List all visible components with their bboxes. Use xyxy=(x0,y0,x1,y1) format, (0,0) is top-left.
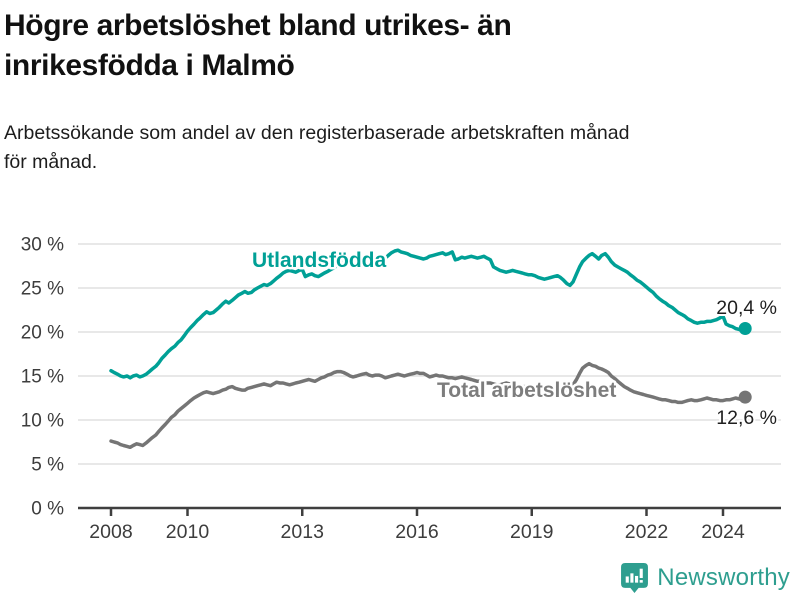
y-tick-label: 0 % xyxy=(31,499,64,520)
x-tick-label: 2008 xyxy=(89,521,132,543)
series-end-dot-utlandsfodda xyxy=(738,322,752,335)
end-value-label-utlandsfodda: 20,4 % xyxy=(716,297,777,319)
footer-brand: Newsworthy xyxy=(621,563,790,593)
x-tick-label: 2024 xyxy=(701,521,745,543)
y-tick-label: 15 % xyxy=(21,367,64,388)
series-label-total: Total arbetslöshet xyxy=(437,379,616,402)
y-tick-label: 10 % xyxy=(21,411,64,432)
chart-title-line2: inrikesfödda i Malmö xyxy=(4,49,295,82)
series-line-utlandsfodda xyxy=(109,248,747,380)
y-tick-label: 30 % xyxy=(21,235,64,256)
y-tick-label: 25 % xyxy=(21,279,64,300)
x-tick-label: 2013 xyxy=(281,521,324,543)
chart-subtitle-line2: för månad. xyxy=(4,151,98,173)
chart-subtitle-line1: Arbetssökande som andel av den registerb… xyxy=(4,122,630,144)
newsworthy-logo-icon xyxy=(621,563,649,593)
x-tick-label: 2019 xyxy=(510,521,553,543)
end-value-label-total: 12,6 % xyxy=(716,407,777,429)
chart-subtitle: Arbetssökande som andel av den registerb… xyxy=(4,119,784,177)
chart-title: Högre arbetslöshet bland utrikes- än inr… xyxy=(4,6,704,86)
x-tick-label: 2010 xyxy=(166,521,210,543)
y-tick-label: 5 % xyxy=(31,455,64,476)
brand-name: Newsworthy xyxy=(657,564,790,591)
y-tick-label: 20 % xyxy=(21,323,64,344)
series-line-total xyxy=(109,361,747,450)
x-tick-label: 2022 xyxy=(625,521,668,543)
series-end-dot-total xyxy=(738,390,752,404)
chart-title-line1: Högre arbetslöshet bland utrikes- än xyxy=(4,9,512,42)
x-tick-label: 2016 xyxy=(395,521,438,543)
series-label-utlandsfodda: Utlandsfödda xyxy=(252,249,386,272)
